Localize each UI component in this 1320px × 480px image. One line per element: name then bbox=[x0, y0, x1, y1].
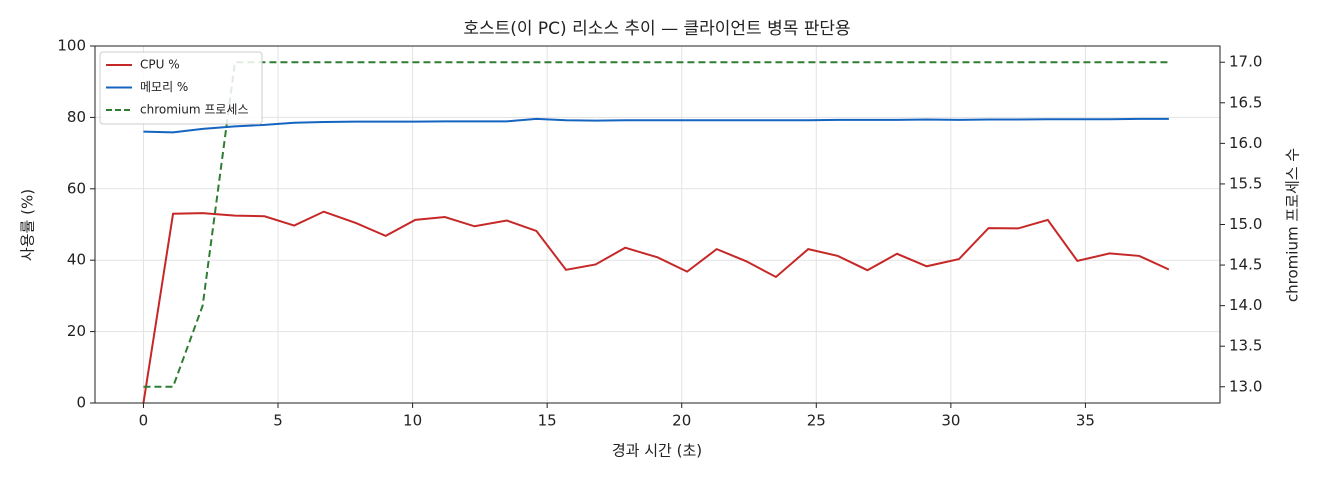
y2-axis-label: chromium 프로세스 수 bbox=[1284, 148, 1302, 302]
y-tick-label: 20 bbox=[67, 322, 86, 340]
series-line bbox=[143, 61, 1169, 388]
plot-frame bbox=[94, 45, 1221, 404]
x-tick-label: 0 bbox=[139, 412, 149, 430]
x-tick-label: 10 bbox=[403, 412, 422, 430]
x-axis-label: 경과 시간 (초) bbox=[612, 442, 702, 460]
x-tick-label: 15 bbox=[538, 412, 557, 430]
legend-box bbox=[99, 51, 263, 125]
x-tick-label: 5 bbox=[273, 412, 283, 430]
x-tick-label: 30 bbox=[941, 412, 960, 430]
legend-label: CPU % bbox=[140, 58, 180, 72]
y2-tick-label: 17.0 bbox=[1229, 53, 1262, 71]
x-tick-label: 20 bbox=[672, 412, 691, 430]
series-line bbox=[142, 210, 1170, 404]
legend-label: 메모리 % bbox=[140, 80, 188, 94]
x-tick-label: 35 bbox=[1076, 412, 1095, 430]
y2-tick-label: 16.5 bbox=[1229, 93, 1262, 111]
y-tick-label: 40 bbox=[67, 251, 86, 269]
y2-tick-label: 15.0 bbox=[1229, 215, 1262, 233]
y2-tick-label: 13.5 bbox=[1229, 337, 1262, 355]
legend-label: chromium 프로세스 bbox=[140, 103, 249, 117]
y2-tick-label: 15.5 bbox=[1229, 174, 1262, 192]
y-tick-label: 0 bbox=[76, 394, 86, 412]
y2-tick-label: 16.0 bbox=[1229, 134, 1262, 152]
y-tick-label: 80 bbox=[67, 108, 86, 126]
y-tick-label: 100 bbox=[57, 37, 86, 55]
y2-tick-label: 13.0 bbox=[1229, 377, 1262, 395]
chart-title: 호스트(이 PC) 리소스 추이 — 클라이언트 병목 판단용 bbox=[463, 19, 850, 39]
legend: CPU % 메모리 % chromium 프로세스 bbox=[99, 51, 263, 125]
y2-tick-label: 14.5 bbox=[1229, 256, 1262, 274]
y-axis-label: 사용률 (%) bbox=[19, 189, 37, 261]
series-line bbox=[143, 117, 1169, 134]
x-tick-label: 25 bbox=[807, 412, 826, 430]
y-tick-label: 60 bbox=[67, 179, 86, 197]
y2-tick-label: 14.0 bbox=[1229, 296, 1262, 314]
